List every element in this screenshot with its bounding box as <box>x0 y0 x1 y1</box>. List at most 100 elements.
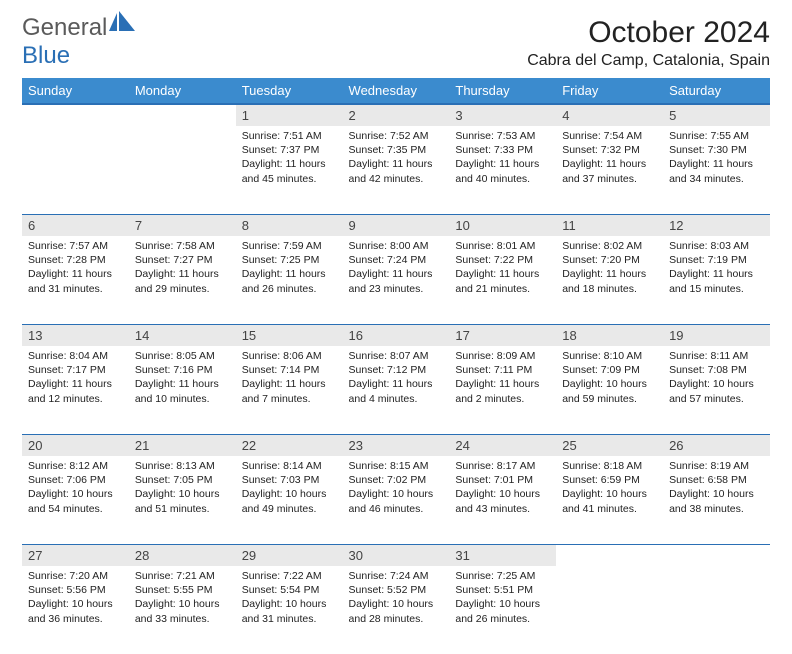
cell-body: Sunrise: 7:57 AMSunset: 7:28 PMDaylight:… <box>22 236 129 302</box>
sunrise-line: Sunrise: 7:24 AM <box>349 569 444 583</box>
day-number: 30 <box>343 544 450 566</box>
logo-text-general: General <box>22 16 107 40</box>
sunrise-line: Sunrise: 8:10 AM <box>562 349 657 363</box>
day-number: 28 <box>129 544 236 566</box>
month-title: October 2024 <box>527 16 770 50</box>
cell-body: Sunrise: 8:11 AMSunset: 7:08 PMDaylight:… <box>663 346 770 412</box>
calendar-cell: Sunrise: 7:52 AMSunset: 7:35 PMDaylight:… <box>343 126 450 214</box>
daylight-line: Daylight: 10 hours and 41 minutes. <box>562 487 657 515</box>
calendar-cell: Sunrise: 8:00 AMSunset: 7:24 PMDaylight:… <box>343 236 450 324</box>
day-number: 7 <box>129 214 236 236</box>
sunset-line: Sunset: 7:09 PM <box>562 363 657 377</box>
sunset-line: Sunset: 7:06 PM <box>28 473 123 487</box>
sunrise-line: Sunrise: 8:02 AM <box>562 239 657 253</box>
day-number: 23 <box>343 434 450 456</box>
day-number: 27 <box>22 544 129 566</box>
day-number: 4 <box>556 105 663 126</box>
calendar-cell <box>556 566 663 654</box>
calendar-cell: Sunrise: 8:17 AMSunset: 7:01 PMDaylight:… <box>449 456 556 544</box>
cell-body: Sunrise: 8:13 AMSunset: 7:05 PMDaylight:… <box>129 456 236 522</box>
sunrise-line: Sunrise: 8:12 AM <box>28 459 123 473</box>
daylight-line: Daylight: 11 hours and 15 minutes. <box>669 267 764 295</box>
calendar-cell: Sunrise: 7:24 AMSunset: 5:52 PMDaylight:… <box>343 566 450 654</box>
daylight-line: Daylight: 11 hours and 7 minutes. <box>242 377 337 405</box>
calendar-cell <box>22 126 129 214</box>
sunset-line: Sunset: 7:37 PM <box>242 143 337 157</box>
sunset-line: Sunset: 7:25 PM <box>242 253 337 267</box>
sunset-line: Sunset: 7:17 PM <box>28 363 123 377</box>
sunrise-line: Sunrise: 8:19 AM <box>669 459 764 473</box>
daylight-line: Daylight: 11 hours and 26 minutes. <box>242 267 337 295</box>
sunrise-line: Sunrise: 7:55 AM <box>669 129 764 143</box>
cell-body: Sunrise: 7:53 AMSunset: 7:33 PMDaylight:… <box>449 126 556 192</box>
cell-body: Sunrise: 7:21 AMSunset: 5:55 PMDaylight:… <box>129 566 236 632</box>
daylight-line: Daylight: 10 hours and 54 minutes. <box>28 487 123 515</box>
day-number: 1 <box>236 105 343 126</box>
sunrise-line: Sunrise: 8:15 AM <box>349 459 444 473</box>
day-number: 3 <box>449 105 556 126</box>
calendar-cell: Sunrise: 8:11 AMSunset: 7:08 PMDaylight:… <box>663 346 770 434</box>
sunset-line: Sunset: 7:30 PM <box>669 143 764 157</box>
sunrise-line: Sunrise: 7:51 AM <box>242 129 337 143</box>
daylight-line: Daylight: 11 hours and 45 minutes. <box>242 157 337 185</box>
day-number: 24 <box>449 434 556 456</box>
calendar-cell: Sunrise: 8:09 AMSunset: 7:11 PMDaylight:… <box>449 346 556 434</box>
day-number: 13 <box>22 324 129 346</box>
cell-body: Sunrise: 7:24 AMSunset: 5:52 PMDaylight:… <box>343 566 450 632</box>
calendar-cell: Sunrise: 8:04 AMSunset: 7:17 PMDaylight:… <box>22 346 129 434</box>
day-number: 12 <box>663 214 770 236</box>
sunrise-line: Sunrise: 8:09 AM <box>455 349 550 363</box>
daylight-line: Daylight: 11 hours and 29 minutes. <box>135 267 230 295</box>
cell-body: Sunrise: 8:14 AMSunset: 7:03 PMDaylight:… <box>236 456 343 522</box>
cell-body: Sunrise: 8:17 AMSunset: 7:01 PMDaylight:… <box>449 456 556 522</box>
calendar-cell: Sunrise: 7:21 AMSunset: 5:55 PMDaylight:… <box>129 566 236 654</box>
sunrise-line: Sunrise: 8:06 AM <box>242 349 337 363</box>
daylight-line: Daylight: 11 hours and 40 minutes. <box>455 157 550 185</box>
cell-body: Sunrise: 7:52 AMSunset: 7:35 PMDaylight:… <box>343 126 450 192</box>
calendar-cell: Sunrise: 8:03 AMSunset: 7:19 PMDaylight:… <box>663 236 770 324</box>
sunset-line: Sunset: 5:54 PM <box>242 583 337 597</box>
sunrise-line: Sunrise: 8:17 AM <box>455 459 550 473</box>
calendar-cell: Sunrise: 7:51 AMSunset: 7:37 PMDaylight:… <box>236 126 343 214</box>
sunset-line: Sunset: 7:02 PM <box>349 473 444 487</box>
cell-body: Sunrise: 8:19 AMSunset: 6:58 PMDaylight:… <box>663 456 770 522</box>
cell-body: Sunrise: 8:12 AMSunset: 7:06 PMDaylight:… <box>22 456 129 522</box>
daylight-line: Daylight: 11 hours and 4 minutes. <box>349 377 444 405</box>
logo-text-blue: Blue <box>22 42 70 70</box>
sunset-line: Sunset: 7:05 PM <box>135 473 230 487</box>
sunrise-line: Sunrise: 7:22 AM <box>242 569 337 583</box>
day-header: Thursday <box>449 78 556 104</box>
day-number: 9 <box>343 214 450 236</box>
calendar-cell: Sunrise: 8:06 AMSunset: 7:14 PMDaylight:… <box>236 346 343 434</box>
sunrise-line: Sunrise: 8:01 AM <box>455 239 550 253</box>
daylight-line: Daylight: 10 hours and 49 minutes. <box>242 487 337 515</box>
cell-body: Sunrise: 8:04 AMSunset: 7:17 PMDaylight:… <box>22 346 129 412</box>
cell-body: Sunrise: 8:07 AMSunset: 7:12 PMDaylight:… <box>343 346 450 412</box>
sunrise-line: Sunrise: 7:52 AM <box>349 129 444 143</box>
day-header: Wednesday <box>343 78 450 104</box>
cell-body: Sunrise: 8:01 AMSunset: 7:22 PMDaylight:… <box>449 236 556 302</box>
daylight-line: Daylight: 11 hours and 10 minutes. <box>135 377 230 405</box>
sunset-line: Sunset: 7:14 PM <box>242 363 337 377</box>
daylight-line: Daylight: 10 hours and 57 minutes. <box>669 377 764 405</box>
daylight-line: Daylight: 10 hours and 43 minutes. <box>455 487 550 515</box>
calendar-cell <box>663 566 770 654</box>
cell-body: Sunrise: 8:18 AMSunset: 6:59 PMDaylight:… <box>556 456 663 522</box>
sunrise-line: Sunrise: 8:13 AM <box>135 459 230 473</box>
sunset-line: Sunset: 5:55 PM <box>135 583 230 597</box>
calendar-cell: Sunrise: 8:19 AMSunset: 6:58 PMDaylight:… <box>663 456 770 544</box>
day-header: Monday <box>129 78 236 104</box>
day-number <box>22 105 129 126</box>
day-number <box>129 105 236 126</box>
calendar-cell: Sunrise: 7:22 AMSunset: 5:54 PMDaylight:… <box>236 566 343 654</box>
sunrise-line: Sunrise: 8:11 AM <box>669 349 764 363</box>
calendar-cell: Sunrise: 8:05 AMSunset: 7:16 PMDaylight:… <box>129 346 236 434</box>
calendar-cell: Sunrise: 7:25 AMSunset: 5:51 PMDaylight:… <box>449 566 556 654</box>
sunrise-line: Sunrise: 7:59 AM <box>242 239 337 253</box>
day-number: 11 <box>556 214 663 236</box>
location: Cabra del Camp, Catalonia, Spain <box>527 52 770 70</box>
day-number: 16 <box>343 324 450 346</box>
sunset-line: Sunset: 7:19 PM <box>669 253 764 267</box>
sunset-line: Sunset: 7:16 PM <box>135 363 230 377</box>
daylight-line: Daylight: 11 hours and 21 minutes. <box>455 267 550 295</box>
